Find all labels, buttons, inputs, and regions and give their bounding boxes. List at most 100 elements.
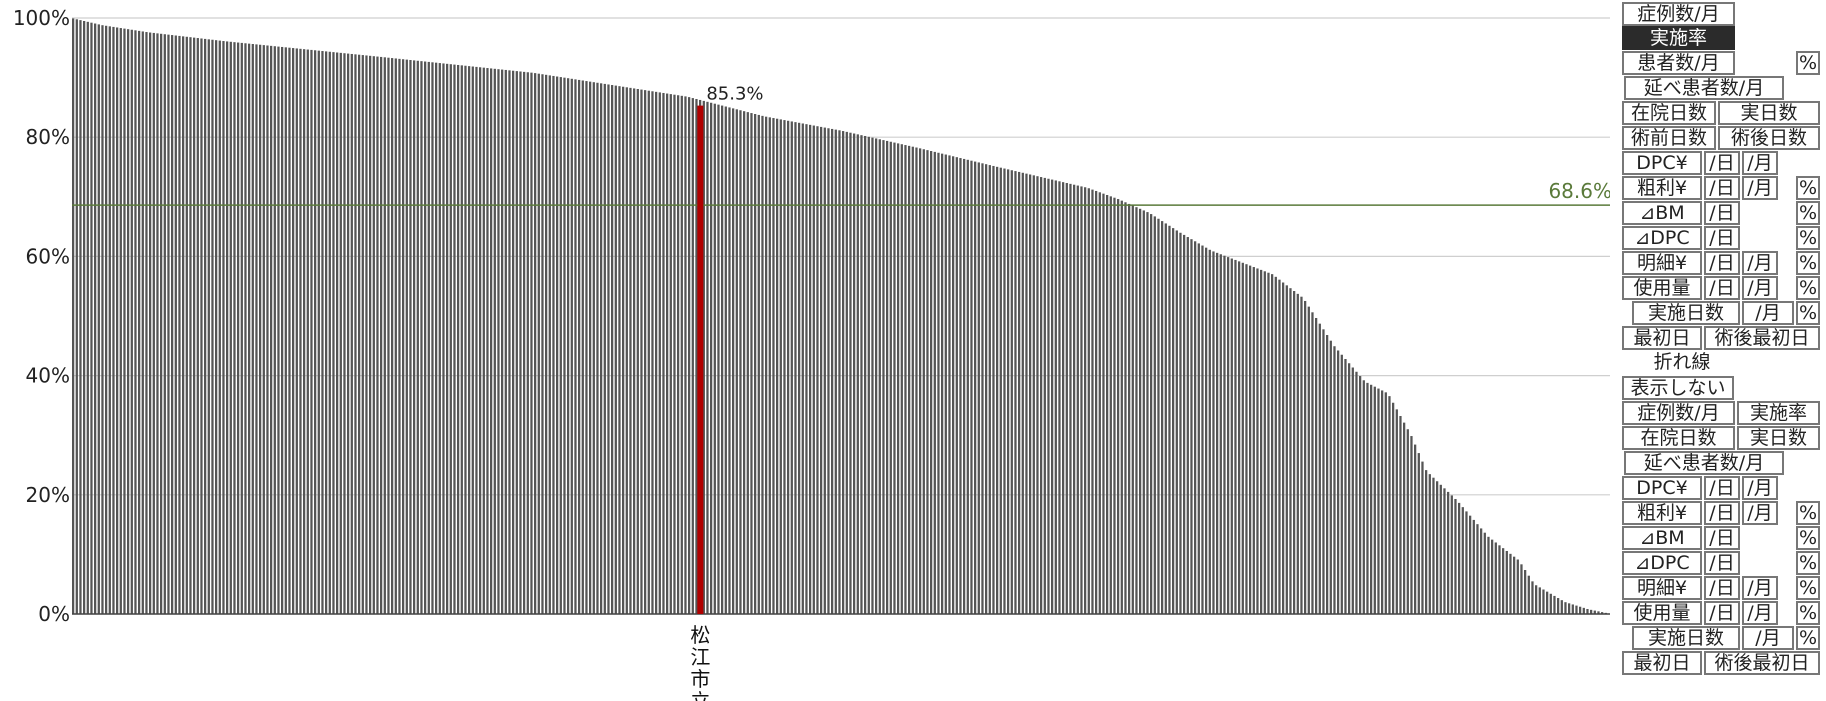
hospital-bar[interactable] xyxy=(1161,221,1164,614)
hospital-bar[interactable] xyxy=(416,60,419,614)
hospital-bar[interactable] xyxy=(695,99,698,614)
hospital-bar[interactable] xyxy=(600,83,603,614)
hospital-bar[interactable] xyxy=(123,28,126,615)
hospital-bar[interactable] xyxy=(127,29,130,615)
hospital-bar[interactable] xyxy=(270,45,273,615)
hospital-bar[interactable] xyxy=(629,87,632,615)
hospital-bar[interactable] xyxy=(1399,416,1402,614)
hospital-bar[interactable] xyxy=(1135,207,1138,614)
hospital-bar[interactable] xyxy=(383,57,386,615)
control-button-l-profit-month[interactable]: /月 xyxy=(1742,501,1778,525)
hospital-bar[interactable] xyxy=(1172,228,1175,615)
hospital-bar[interactable] xyxy=(563,77,566,614)
hospital-bar[interactable] xyxy=(838,130,841,615)
hospital-bar[interactable] xyxy=(567,78,570,615)
hospital-bar[interactable] xyxy=(167,34,170,614)
hospital-bar[interactable] xyxy=(952,156,955,615)
hospital-bar[interactable] xyxy=(204,38,207,614)
hospital-bar[interactable] xyxy=(985,164,988,614)
hospital-bar[interactable] xyxy=(72,18,75,615)
hospital-bar[interactable] xyxy=(603,83,606,614)
control-button-patients-month[interactable]: 患者数/月 xyxy=(1622,51,1735,75)
hospital-bar[interactable] xyxy=(1465,511,1468,614)
hospital-bar[interactable] xyxy=(259,44,262,614)
hospital-bar[interactable] xyxy=(930,151,933,614)
hospital-bar[interactable] xyxy=(552,75,555,614)
hospital-bar[interactable] xyxy=(1139,208,1142,614)
hospital-bar[interactable] xyxy=(1124,202,1127,614)
hospital-bar[interactable] xyxy=(915,147,918,614)
hospital-bar[interactable] xyxy=(662,92,665,615)
control-button-l-impl-days[interactable]: 実施日数 xyxy=(1632,626,1740,650)
hospital-bar[interactable] xyxy=(284,47,287,614)
hospital-bar[interactable] xyxy=(1128,203,1131,615)
hospital-bar[interactable] xyxy=(1249,265,1252,614)
hospital-bar[interactable] xyxy=(490,68,493,615)
hospital-bar[interactable] xyxy=(233,42,236,615)
control-button-l-profit[interactable]: 粗利¥ xyxy=(1622,501,1702,525)
hospital-bar[interactable] xyxy=(926,150,929,614)
hospital-bar[interactable] xyxy=(1098,192,1101,614)
control-button-impl-days-pct[interactable]: % xyxy=(1796,301,1820,325)
hospital-bar[interactable] xyxy=(651,91,654,614)
hospital-bar[interactable] xyxy=(310,49,313,615)
hospital-bar[interactable] xyxy=(519,71,522,615)
hospital-bar[interactable] xyxy=(365,55,368,614)
control-button-ddpc-day[interactable]: /日 xyxy=(1704,226,1740,250)
hospital-bar[interactable] xyxy=(794,122,797,614)
hospital-bar[interactable] xyxy=(1234,259,1237,614)
hospital-bar[interactable] xyxy=(218,40,221,615)
hospital-bar[interactable] xyxy=(1069,183,1072,615)
hospital-bar[interactable] xyxy=(200,38,203,615)
hospital-bar[interactable] xyxy=(251,44,254,614)
hospital-bar[interactable] xyxy=(878,139,881,615)
hospital-bar[interactable] xyxy=(1274,276,1277,614)
hospital-bar[interactable] xyxy=(255,44,258,614)
hospital-bar[interactable] xyxy=(1340,354,1343,614)
hospital-bar[interactable] xyxy=(1238,261,1241,614)
hospital-bar[interactable] xyxy=(1535,585,1538,614)
hospital-bar[interactable] xyxy=(1186,237,1189,614)
control-button-profit-month[interactable]: /月 xyxy=(1742,176,1778,200)
hospital-bar[interactable] xyxy=(721,105,724,614)
hospital-bar[interactable] xyxy=(1014,171,1017,614)
hospital-bar[interactable] xyxy=(229,41,232,615)
hospital-bar[interactable] xyxy=(724,106,727,614)
hospital-bar[interactable] xyxy=(860,135,863,615)
hospital-bar[interactable] xyxy=(644,90,647,614)
hospital-bar[interactable] xyxy=(1054,180,1057,614)
hospital-bar[interactable] xyxy=(1549,593,1552,614)
control-button-l-dpc-month[interactable]: /月 xyxy=(1742,476,1778,500)
control-button-l-detail-pct[interactable]: % xyxy=(1796,576,1820,600)
hospital-bar[interactable] xyxy=(376,56,379,615)
control-button-l-detail[interactable]: 明細¥ xyxy=(1622,576,1702,600)
control-button-profit-day[interactable]: /日 xyxy=(1704,176,1740,200)
hospital-bar[interactable] xyxy=(1263,271,1266,614)
hospital-bar[interactable] xyxy=(1164,223,1167,614)
hospital-bar[interactable] xyxy=(963,158,966,614)
hospital-bar[interactable] xyxy=(1377,388,1380,614)
hospital-bar[interactable] xyxy=(768,117,771,615)
hospital-bar[interactable] xyxy=(974,161,977,614)
hospital-bar[interactable] xyxy=(358,54,361,614)
hospital-bar[interactable] xyxy=(570,78,573,615)
control-button-l-dbm-day[interactable]: /日 xyxy=(1704,526,1740,550)
control-button-usage[interactable]: 使用量 xyxy=(1622,276,1702,300)
hospital-bar[interactable] xyxy=(1021,172,1024,615)
hospital-bar[interactable] xyxy=(1487,536,1490,614)
hospital-bar[interactable] xyxy=(622,86,625,615)
control-button-dpc-day[interactable]: /日 xyxy=(1704,151,1740,175)
hospital-bar[interactable] xyxy=(988,165,991,614)
hospital-bar[interactable] xyxy=(1260,269,1263,614)
hospital-bar[interactable] xyxy=(897,143,900,614)
hospital-bar[interactable] xyxy=(174,35,177,615)
hospital-bar[interactable] xyxy=(464,65,467,615)
hospital-bar[interactable] xyxy=(999,167,1002,614)
hospital-bar[interactable] xyxy=(1307,306,1310,614)
control-button-l-postop-first-day[interactable]: 術後最初日 xyxy=(1704,651,1820,675)
hospital-bar[interactable] xyxy=(328,51,331,614)
hospital-bar[interactable] xyxy=(402,59,405,615)
hospital-bar[interactable] xyxy=(867,136,870,614)
hospital-bar[interactable] xyxy=(332,52,335,614)
hospital-bar[interactable] xyxy=(911,146,914,614)
